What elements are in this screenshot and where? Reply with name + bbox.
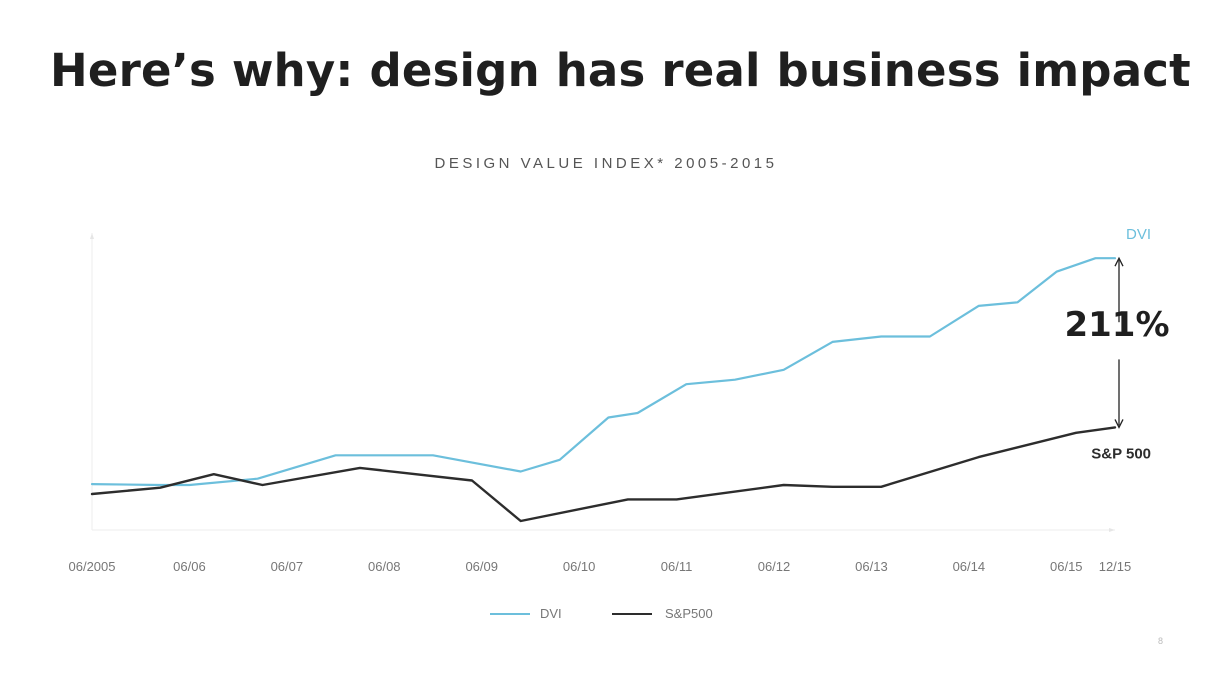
page-number: 8: [1158, 636, 1164, 646]
x-tick-label: 06/15: [1050, 559, 1083, 574]
x-tick-label: 06/14: [953, 559, 986, 574]
series-line-dvi: [90, 257, 1117, 487]
annotation-arrowhead-down: [1114, 419, 1124, 429]
legend-label: S&P500: [665, 606, 713, 621]
series-end-label: DVI: [1126, 226, 1151, 243]
x-tick-label: 06/12: [758, 559, 791, 574]
chart-title: DESIGN VALUE INDEX* 2005-2015: [434, 155, 778, 172]
annotation-label: 211%: [1064, 305, 1169, 345]
x-tick-label: 06/13: [855, 559, 888, 574]
x-tick-label: 06/06: [173, 559, 206, 574]
x-tick-label: 06/2005: [69, 559, 116, 574]
x-tick-label: 06/10: [563, 559, 596, 574]
x-tick-label: 06/08: [368, 559, 401, 574]
page-title: Here’s why: design has real business imp…: [50, 44, 1191, 97]
x-tick-label: 12/15: [1099, 559, 1132, 574]
x-tick-label: 06/09: [465, 559, 498, 574]
legend-item: S&P500: [612, 606, 713, 621]
y-axis-arrow: [90, 233, 94, 239]
series-end-label: S&P 500: [1091, 445, 1151, 462]
x-tick-label: 06/07: [271, 559, 304, 574]
annotation-arrowhead-up: [1114, 256, 1124, 267]
legend-item: DVI: [490, 606, 562, 621]
series-line-s-p500: [90, 426, 1117, 523]
x-axis-arrow: [1109, 528, 1115, 532]
legend-label: DVI: [540, 606, 562, 621]
difference-annotation: 211%: [1064, 256, 1170, 429]
x-tick-label: 06/11: [661, 559, 693, 574]
